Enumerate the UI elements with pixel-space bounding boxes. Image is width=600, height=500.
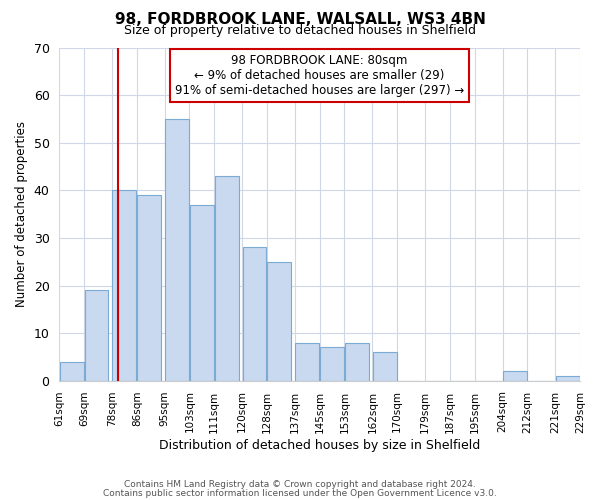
Bar (345, 342, 369, 380)
Text: Contains HM Land Registry data © Crown copyright and database right 2024.: Contains HM Land Registry data © Crown c… (124, 480, 476, 489)
Bar (60, 362, 83, 380)
Bar (373, 352, 397, 380)
X-axis label: Distribution of detached houses by size in Shelfield: Distribution of detached houses by size … (159, 440, 480, 452)
Bar (190, 204, 214, 380)
Bar (556, 376, 580, 380)
Text: 98, FORDBROOK LANE, WALSALL, WS3 4BN: 98, FORDBROOK LANE, WALSALL, WS3 4BN (115, 12, 485, 28)
Bar (503, 371, 527, 380)
Y-axis label: Number of detached properties: Number of detached properties (15, 121, 28, 307)
Bar (242, 248, 266, 380)
Text: 98 FORDBROOK LANE: 80sqm
← 9% of detached houses are smaller (29)
91% of semi-de: 98 FORDBROOK LANE: 80sqm ← 9% of detache… (175, 54, 464, 97)
Bar (215, 176, 239, 380)
Bar (85, 290, 109, 380)
Text: Contains public sector information licensed under the Open Government Licence v3: Contains public sector information licen… (103, 488, 497, 498)
Bar (320, 348, 344, 380)
Text: Size of property relative to detached houses in Shelfield: Size of property relative to detached ho… (124, 24, 476, 37)
Bar (295, 342, 319, 380)
Bar (268, 262, 291, 380)
Bar (165, 119, 189, 380)
Bar (137, 195, 161, 380)
Bar (112, 190, 136, 380)
